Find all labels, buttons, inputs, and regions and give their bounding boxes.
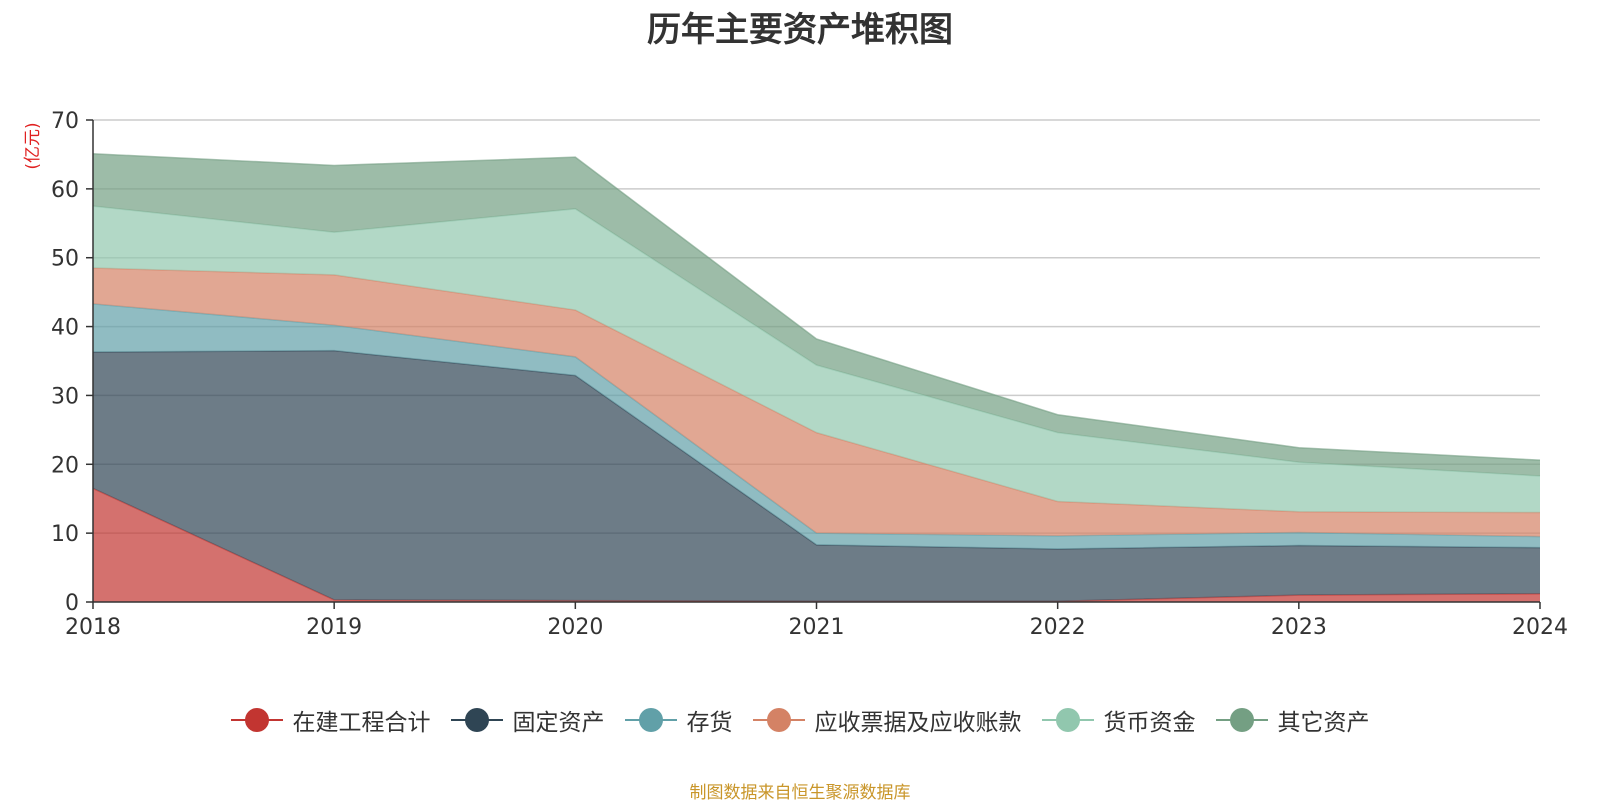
x-tick-label: 2022 [1030,615,1086,640]
legend-marker-icon [752,707,805,733]
y-tick-label: 0 [65,591,79,616]
legend-item-6[interactable]: 其它资产 [1215,703,1370,737]
y-tick-label: 20 [51,453,79,478]
x-tick-label: 2024 [1512,615,1568,640]
chart-title: 历年主要资产堆积图 [647,10,953,50]
legend-marker-icon [450,707,503,733]
legend-item-4[interactable]: 应收票据及应收账款 [752,703,1022,737]
y-tick-label: 40 [51,316,79,341]
x-tick-label: 2020 [547,615,603,640]
area-series-5[interactable] [93,206,1540,513]
x-tick-label: 2023 [1271,615,1327,640]
x-tick-label: 2019 [306,615,362,640]
legend-item-3[interactable]: 存货 [624,703,733,737]
axes: 0 10 20 30 40 50 60 70 2018 2019 2020 2021 2022 2023 2… [51,109,1568,640]
area-series-2[interactable] [93,350,1540,602]
y-tick-label: 60 [51,178,79,203]
area-series-4[interactable] [93,268,1540,537]
legend-item-5[interactable]: 货币资金 [1041,703,1196,737]
y-axis-label: (亿元) [23,122,43,169]
legend-label: 货币资金 [1103,710,1196,736]
area-series-6[interactable] [93,153,1540,476]
legend-marker-icon [1041,707,1094,733]
y-tick-label: 70 [51,109,79,134]
legend-label: 在建工程合计 [292,710,431,736]
y-tick-label: 10 [51,522,79,547]
y-tick-label: 30 [51,384,79,409]
area-series-3[interactable] [93,303,1540,549]
legend-label: 存货 [686,710,733,736]
y-tick-label: 50 [51,247,79,272]
area-series-1[interactable] [93,488,1540,602]
x-tick-label: 2018 [65,615,121,640]
legend-item-1[interactable]: 在建工程合计 [230,703,431,737]
area-series-6-line [92,152,1541,461]
legend-marker-icon [1215,707,1268,733]
legend-label: 固定资产 [512,710,605,736]
legend-item-2[interactable]: 固定资产 [450,703,605,737]
legend-marker-icon [624,707,677,733]
legend: 在建工程合计 固定资产 存货 应收票据及应收账款 货币资金 其它资产 [0,704,1600,736]
legend-label: 应收票据及应收账款 [814,710,1022,736]
legend-marker-icon [230,707,283,733]
area-series-layer [92,152,1541,603]
legend-label: 其它资产 [1277,710,1370,736]
x-tick-label: 2021 [789,615,845,640]
source-note: 制图数据来自恒生聚源数据库 [689,783,911,803]
